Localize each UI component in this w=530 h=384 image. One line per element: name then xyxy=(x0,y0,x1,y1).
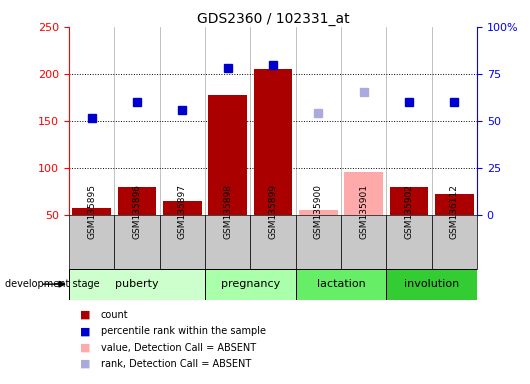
Text: count: count xyxy=(101,310,128,320)
Bar xyxy=(344,172,383,215)
Bar xyxy=(254,69,292,215)
Text: rank, Detection Call = ABSENT: rank, Detection Call = ABSENT xyxy=(101,359,251,369)
Bar xyxy=(386,215,431,269)
Bar xyxy=(435,194,474,215)
Text: value, Detection Call = ABSENT: value, Detection Call = ABSENT xyxy=(101,343,256,353)
Text: development stage: development stage xyxy=(5,279,100,289)
Bar xyxy=(160,215,205,269)
Bar xyxy=(118,187,156,215)
Bar xyxy=(205,269,296,300)
Text: GSM135902: GSM135902 xyxy=(404,184,413,239)
Title: GDS2360 / 102331_at: GDS2360 / 102331_at xyxy=(197,12,349,26)
Bar xyxy=(69,215,114,269)
Text: GSM135897: GSM135897 xyxy=(178,184,187,239)
Text: ■: ■ xyxy=(80,326,90,336)
Bar xyxy=(431,215,477,269)
Bar xyxy=(341,215,386,269)
Bar xyxy=(114,215,160,269)
Bar xyxy=(163,201,201,215)
Text: GSM135895: GSM135895 xyxy=(87,184,96,239)
Bar xyxy=(208,94,247,215)
Text: ■: ■ xyxy=(80,310,90,320)
Text: GSM135901: GSM135901 xyxy=(359,184,368,239)
Bar xyxy=(205,215,250,269)
Text: pregnancy: pregnancy xyxy=(220,279,280,289)
Bar xyxy=(386,269,477,300)
Text: lactation: lactation xyxy=(316,279,365,289)
Bar xyxy=(296,215,341,269)
Text: GSM135896: GSM135896 xyxy=(132,184,142,239)
Text: percentile rank within the sample: percentile rank within the sample xyxy=(101,326,266,336)
Text: GSM135898: GSM135898 xyxy=(223,184,232,239)
Text: involution: involution xyxy=(404,279,460,289)
Bar xyxy=(299,210,338,215)
Text: puberty: puberty xyxy=(115,279,158,289)
Bar xyxy=(296,269,386,300)
Bar xyxy=(390,187,428,215)
Text: ■: ■ xyxy=(80,343,90,353)
Bar xyxy=(72,209,111,215)
Text: GSM135900: GSM135900 xyxy=(314,184,323,239)
Text: GSM135899: GSM135899 xyxy=(269,184,277,239)
Bar xyxy=(250,215,296,269)
Text: ■: ■ xyxy=(80,359,90,369)
Bar xyxy=(69,269,205,300)
Text: GSM136112: GSM136112 xyxy=(450,184,459,239)
